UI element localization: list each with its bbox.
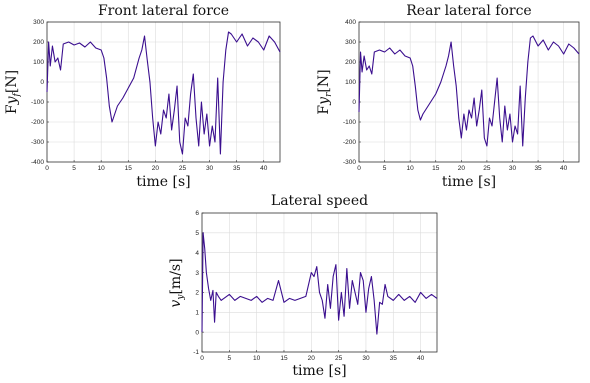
y-tick-label: 300	[33, 19, 44, 26]
x-tick-label: 30	[362, 355, 370, 362]
y-tick-label: -300	[343, 159, 356, 166]
panel-rear-lateral-force: Rear lateral force time [s] Fyr[N] 0 5 10 1…	[316, 3, 580, 190]
x-tick-label: 10	[253, 355, 261, 362]
x-axis-label: time [s]	[442, 174, 496, 190]
x-tick-label: 5	[72, 165, 76, 172]
y-tick-label: -100	[343, 119, 356, 126]
y-axis-label: vy[m/s]	[168, 258, 186, 307]
x-tick-label: 30	[509, 165, 517, 172]
y-tick-label: -200	[31, 119, 44, 126]
x-tick-label: 15	[432, 165, 440, 172]
panel-front-lateral-force: Front lateral force time [s] Fyf[N] 0 5 10…	[4, 3, 281, 190]
x-tick-label: 0	[357, 165, 361, 172]
y-tick-label: 300	[345, 39, 356, 46]
y-tick-label: 400	[345, 19, 356, 26]
y-tick-label: -300	[31, 139, 44, 146]
x-tick-label: 25	[179, 165, 187, 172]
x-tick-label: 30	[206, 165, 214, 172]
chart-title: Rear lateral force	[406, 3, 531, 19]
y-tick-label: -1	[193, 349, 199, 356]
x-tick-label: 15	[125, 165, 133, 172]
x-tick-label: 35	[534, 165, 542, 172]
y-tick-label: 100	[345, 79, 356, 86]
x-tick-label: 10	[98, 165, 106, 172]
y-tick-label: 1	[195, 309, 199, 316]
x-tick-label: 0	[200, 355, 204, 362]
chart-title: Front lateral force	[98, 3, 229, 19]
x-tick-label: 20	[152, 165, 160, 172]
series-line	[358, 35, 580, 147]
x-tick-label: 20	[308, 355, 316, 362]
x-tick-label: 5	[383, 165, 387, 172]
x-tick-label: 40	[260, 165, 268, 172]
x-tick-label: 25	[483, 165, 491, 172]
x-tick-label: 20	[458, 165, 466, 172]
plot-frame	[358, 21, 580, 163]
series-line	[201, 232, 438, 335]
y-tick-label: 200	[33, 39, 44, 46]
y-tick-label: 6	[195, 210, 199, 217]
y-tick-label: 2	[195, 290, 199, 297]
panel-lateral-speed: Lateral speed time [s] vy[m/s] 0 5 10 15 20 2…	[168, 193, 438, 379]
y-tick-label: 0	[352, 99, 356, 106]
y-tick-label: 3	[195, 270, 199, 277]
plot-frame	[46, 21, 281, 163]
y-tick-label: 200	[345, 59, 356, 66]
y-axis-label: Fyf[N]	[4, 70, 22, 114]
y-tick-label: -400	[31, 159, 44, 166]
x-tick-label: 35	[390, 355, 398, 362]
x-axis-label: time [s]	[292, 363, 346, 379]
y-tick-label: 0	[40, 79, 44, 86]
y-axis-label: Fyr[N]	[316, 69, 334, 114]
y-tick-label: 0	[195, 329, 199, 336]
x-tick-label: 10	[407, 165, 415, 172]
x-axis-label: time [s]	[136, 174, 190, 190]
y-tick-label: -100	[31, 99, 44, 106]
x-tick-label: 25	[335, 355, 343, 362]
chart-title: Lateral speed	[271, 193, 368, 209]
x-tick-label: 0	[45, 165, 49, 172]
x-tick-label: 35	[233, 165, 241, 172]
y-tick-label: 4	[195, 250, 199, 257]
y-tick-label: 5	[195, 230, 199, 237]
x-tick-label: 40	[417, 355, 425, 362]
series-line	[46, 31, 281, 155]
x-tick-label: 5	[228, 355, 232, 362]
x-tick-label: 40	[560, 165, 568, 172]
plot-frame	[201, 212, 438, 353]
x-tick-label: 15	[280, 355, 288, 362]
y-tick-label: -200	[343, 139, 356, 146]
y-tick-label: 100	[33, 59, 44, 66]
